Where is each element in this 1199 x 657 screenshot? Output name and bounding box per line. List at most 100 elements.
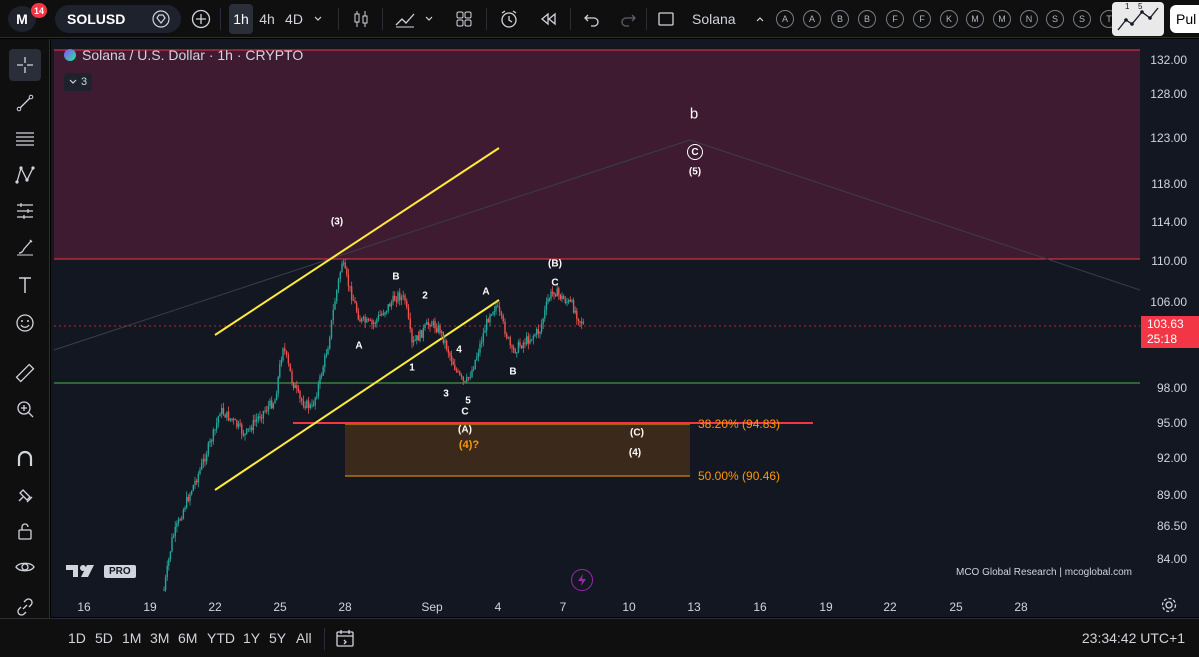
eye-icon[interactable]	[9, 551, 41, 583]
fib-zone[interactable]	[345, 424, 690, 476]
template-button-s2[interactable]: S	[1073, 10, 1091, 28]
range-all[interactable]: All	[296, 630, 312, 646]
interval-1h[interactable]: 1h	[229, 4, 253, 34]
wave-label-c2[interactable]: C	[551, 277, 559, 289]
undo-icon[interactable]	[580, 4, 604, 34]
layout-name[interactable]: Solana	[692, 11, 736, 27]
horizontal-lines-icon[interactable]	[9, 123, 41, 155]
projection-line-2[interactable]	[689, 139, 1140, 291]
template-button-m1[interactable]: M	[966, 10, 984, 28]
range-6m[interactable]: 6M	[178, 630, 198, 646]
candle-body	[316, 395, 318, 398]
wave-label-c1[interactable]: C	[461, 406, 469, 418]
interval-4d[interactable]: 4D	[285, 11, 303, 27]
chevron-up-icon[interactable]	[752, 4, 768, 34]
bottom-toolbar: 1D 5D 1M 3M 6M YTD 1Y 5Y All 23:34:42 UT…	[0, 618, 1199, 657]
wave-label-5[interactable]: 5	[465, 395, 471, 407]
emoji-icon[interactable]	[9, 307, 41, 339]
template-button-f2[interactable]: F	[913, 10, 931, 28]
chevron-down-icon[interactable]	[422, 4, 436, 34]
resistance-zone[interactable]	[54, 50, 1140, 259]
layouts-grid-icon[interactable]	[452, 4, 476, 34]
chart-drawing[interactable]	[51, 39, 1140, 592]
crosshair-icon[interactable]	[9, 49, 41, 81]
wave-label-4[interactable]: 4	[456, 344, 462, 356]
range-1d[interactable]: 1D	[68, 630, 86, 646]
template-button-a1[interactable]: A	[776, 10, 794, 28]
template-button-f1[interactable]: F	[886, 10, 904, 28]
wave-label-b2[interactable]: B	[509, 366, 517, 378]
template-button-k[interactable]: K	[940, 10, 958, 28]
wave-label-b1[interactable]: B	[392, 271, 400, 283]
calendar-icon[interactable]	[335, 628, 355, 653]
add-symbol-icon[interactable]	[190, 4, 212, 34]
lock-icon[interactable]	[9, 515, 41, 547]
wave-label-circled-c[interactable]: C	[687, 144, 703, 160]
wave-label-b-paren[interactable]: (B)	[548, 258, 562, 270]
channel-lower-line[interactable]	[214, 299, 500, 491]
price-axis[interactable]: 132.00 128.00 123.00 118.00 114.00 110.0…	[1140, 39, 1199, 592]
wave-label-a-paren[interactable]: (A)	[458, 424, 472, 436]
chevron-down-icon[interactable]	[310, 4, 326, 34]
fullscreen-icon[interactable]	[654, 4, 678, 34]
interval-4h[interactable]: 4h	[259, 11, 275, 27]
clock[interactable]: 23:34:42 UTC+1	[1081, 630, 1185, 646]
range-1y[interactable]: 1Y	[243, 630, 261, 646]
lightning-icon[interactable]	[571, 569, 593, 591]
replay-icon[interactable]	[536, 4, 560, 34]
lock-drawing-icon[interactable]	[9, 479, 41, 511]
indicators-collapse[interactable]: 3	[64, 73, 92, 91]
wave-label-4-question[interactable]: (4)?	[458, 439, 480, 451]
range-5y[interactable]: 5Y	[269, 630, 287, 646]
zoom-in-icon[interactable]	[9, 393, 41, 425]
gear-icon[interactable]	[1160, 596, 1178, 619]
projection-line-1[interactable]	[53, 139, 691, 351]
text-tool-icon[interactable]	[9, 269, 41, 301]
wave-label-1[interactable]: 1	[409, 362, 415, 374]
range-ytd[interactable]: YTD	[207, 630, 235, 646]
candle-body	[364, 316, 366, 323]
template-button-b2[interactable]: B	[858, 10, 876, 28]
brush-icon[interactable]	[9, 231, 41, 263]
template-button-n[interactable]: N	[1020, 10, 1038, 28]
publish-button[interactable]: Pul	[1170, 5, 1199, 33]
wave-label-b-minor[interactable]: b	[689, 105, 699, 123]
range-3m[interactable]: 3M	[150, 630, 170, 646]
pattern-icon[interactable]	[9, 159, 41, 191]
template-button-b1[interactable]: B	[831, 10, 849, 28]
candle-body	[512, 347, 515, 350]
range-5d[interactable]: 5D	[95, 630, 113, 646]
chart-legend[interactable]: Solana / U.S. Dollar · 1h · CRYPTO	[64, 47, 303, 63]
template-button-m2[interactable]: M	[993, 10, 1011, 28]
time-axis[interactable]: 16 19 22 25 28 Sep 4 7 10 13 16 19 22 25…	[51, 592, 1199, 617]
candle-body	[529, 339, 531, 344]
magnet-icon[interactable]	[9, 443, 41, 475]
link-icon[interactable]	[9, 591, 41, 623]
wave-label-4-paren[interactable]: (4)	[628, 447, 642, 459]
template-button-a2[interactable]: A	[803, 10, 821, 28]
wave-label-a1[interactable]: A	[355, 340, 363, 352]
symbol-search[interactable]: SOLUSD	[55, 5, 181, 33]
candle-body	[425, 322, 428, 325]
wave-label-c-paren[interactable]: (C)	[630, 427, 644, 439]
candle-body	[346, 268, 348, 275]
candle-body	[322, 367, 324, 376]
chart-canvas[interactable]: (3) A B 2 1 4 3 5 C A B (B) C (A) (4)? (…	[51, 39, 1199, 617]
redo-icon[interactable]	[616, 4, 640, 34]
template-button-s1[interactable]: S	[1046, 10, 1064, 28]
elliott-wave-tool-icon[interactable]: 1 5	[1112, 2, 1164, 36]
range-1m[interactable]: 1M	[122, 630, 142, 646]
alert-icon[interactable]	[496, 4, 522, 34]
wave-label-3[interactable]: (3)	[330, 216, 344, 228]
ruler-icon[interactable]	[9, 357, 41, 389]
indicators-icon[interactable]	[392, 4, 418, 34]
forecasting-icon[interactable]	[9, 195, 41, 227]
wave-label-5-paren[interactable]: (5)	[688, 166, 702, 178]
wave-label-3b[interactable]: 3	[443, 388, 449, 400]
chevron-down-icon	[69, 79, 77, 84]
wave-label-2[interactable]: 2	[422, 290, 428, 302]
trend-line-icon[interactable]	[9, 87, 41, 119]
channel-upper-line[interactable]	[214, 147, 500, 336]
candles-icon[interactable]	[348, 4, 374, 34]
wave-label-a2[interactable]: A	[482, 286, 490, 298]
